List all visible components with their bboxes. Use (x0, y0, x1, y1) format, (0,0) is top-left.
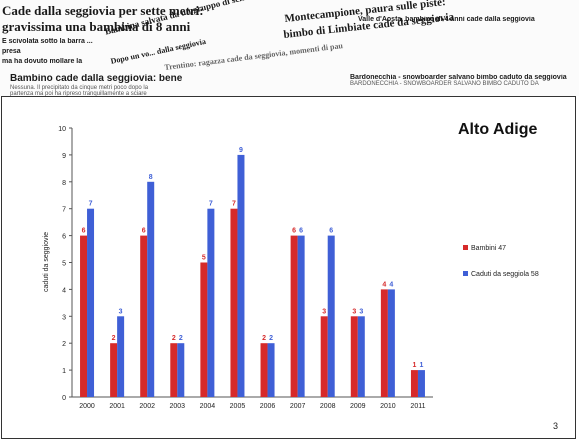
headline-clipping: Valle d'Aosta, bambino di 4 anni cade da… (358, 16, 573, 23)
x-tick-label: 2001 (109, 403, 125, 410)
bar-value-label: 3 (322, 308, 326, 315)
legend-swatch (463, 245, 468, 250)
headline-clipping: ma ha dovuto mollare la (2, 58, 112, 65)
y-tick-label: 2 (62, 341, 66, 348)
legend-entry: Bambini 47 (471, 245, 506, 252)
bar-caduti (297, 235, 305, 397)
headline-subtext: BARDONECCHIA - SNOWBOARDER SALVANO BIMBO… (350, 81, 539, 88)
bar-bambini (290, 235, 298, 397)
bar-bambini (170, 343, 178, 397)
bar-caduti (117, 316, 125, 397)
headline-text: presa (2, 48, 21, 55)
y-tick-label: 1 (62, 368, 66, 375)
headline-clipping: presa (2, 48, 42, 55)
bar-bambini (110, 343, 118, 397)
bar-value-label: 6 (299, 228, 303, 235)
bar-value-label: 4 (389, 281, 393, 288)
bar-value-label: 1 (420, 362, 424, 369)
x-tick-label: 2011 (410, 403, 425, 410)
bar-bambini (380, 289, 388, 397)
bar-value-label: 6 (82, 228, 86, 235)
bar-caduti (327, 235, 335, 397)
bar-bambini (200, 262, 208, 397)
bar-bambini (320, 316, 328, 397)
x-tick-label: 2004 (200, 403, 216, 410)
y-tick-label: 5 (62, 261, 66, 268)
bar-value-label: 2 (172, 335, 176, 342)
x-tick-label: 2005 (230, 403, 246, 410)
bar-value-label: 6 (329, 228, 333, 235)
headline-text: Bardonecchia - snowboarder salvano bimbo… (350, 74, 567, 81)
x-tick-label: 2006 (260, 403, 276, 410)
headline-text: È scivolata sotto la barra ... (2, 38, 93, 45)
x-tick-label: 2000 (79, 403, 95, 410)
bar-value-label: 9 (239, 147, 243, 154)
bar-bambini (140, 235, 148, 397)
headline-clipping: gravissima una bambina di 8 anni (2, 20, 227, 34)
bar-value-label: 2 (179, 335, 183, 342)
bar-value-label: 3 (352, 308, 356, 315)
bar-value-label: 7 (209, 201, 213, 208)
bar-value-label: 2 (262, 335, 266, 342)
bar-caduti (417, 370, 425, 397)
bar-caduti (237, 154, 245, 397)
bar-value-label: 8 (149, 174, 153, 181)
bar-caduti (357, 316, 365, 397)
y-tick-label: 8 (62, 180, 66, 187)
x-tick-label: 2008 (320, 403, 336, 410)
bar-value-label: 5 (202, 255, 206, 262)
bar-caduti (177, 343, 185, 397)
headline-text: Bambino cade dalla seggiovia: bene (10, 74, 183, 84)
legend-swatch (463, 271, 468, 276)
y-axis-label: caduti da seggiovie (43, 232, 50, 292)
headline-text: gravissima una bambina di 8 anni (2, 20, 191, 34)
bar-value-label: 4 (382, 281, 386, 288)
x-tick-label: 2003 (170, 403, 186, 410)
x-tick-label: 2007 (290, 403, 306, 410)
headline-subtext: Nessuna. Il precipitato da cinque metri … (10, 84, 149, 97)
headline-clipping: Bardonecchia - snowboarder salvano bimbo… (350, 74, 575, 88)
bar-value-label: 7 (89, 201, 93, 208)
bar-bambini (260, 343, 268, 397)
bar-value-label: 6 (292, 228, 296, 235)
slide-frame (1, 96, 576, 439)
bar-bambini (230, 208, 238, 397)
bar-value-label: 2 (112, 335, 116, 342)
headline-clipping: Bambino cade dalla seggiovia: bene Nessu… (10, 74, 210, 96)
y-tick-label: 7 (62, 207, 66, 214)
legend-entry: Caduti da seggiola 58 (471, 271, 539, 278)
bar-value-label: 3 (119, 308, 123, 315)
newspaper-headlines-collage: Cade dalla seggiovia per sette metri: gr… (0, 0, 579, 96)
bar-caduti (267, 343, 275, 397)
headline-text: ma ha dovuto mollare la (2, 58, 83, 65)
bar-caduti (147, 181, 155, 397)
x-tick-label: 2009 (350, 403, 366, 410)
y-tick-label: 3 (62, 314, 66, 321)
bar-caduti (87, 208, 95, 397)
headline-clipping: È scivolata sotto la barra ... (2, 38, 122, 45)
headline-clipping: Cade dalla seggiovia per sette metri: (2, 4, 237, 18)
bar-bambini (350, 316, 358, 397)
headline-text: Cade dalla seggiovia per sette metri: (2, 4, 204, 18)
bar-caduti (207, 208, 215, 397)
bar-value-label: 2 (269, 335, 273, 342)
bar-value-label: 3 (359, 308, 363, 315)
page-number: 3 (553, 421, 559, 431)
bar-value-label: 1 (413, 362, 417, 369)
headline-text: Valle d'Aosta, bambino di 4 anni cade da… (358, 16, 535, 23)
x-tick-label: 2002 (139, 403, 155, 410)
x-tick-label: 2010 (380, 403, 396, 410)
y-tick-label: 4 (62, 287, 66, 294)
bar-caduti (387, 289, 395, 397)
bar-value-label: 6 (142, 228, 146, 235)
bar-bambini (410, 370, 418, 397)
region-title: Alto Adige (458, 121, 538, 138)
y-tick-label: 10 (58, 126, 66, 133)
y-tick-label: 6 (62, 234, 66, 241)
bar-value-label: 7 (232, 201, 236, 208)
y-tick-label: 9 (62, 153, 66, 160)
bar-bambini (80, 235, 88, 397)
y-tick-label: 0 (62, 395, 66, 402)
